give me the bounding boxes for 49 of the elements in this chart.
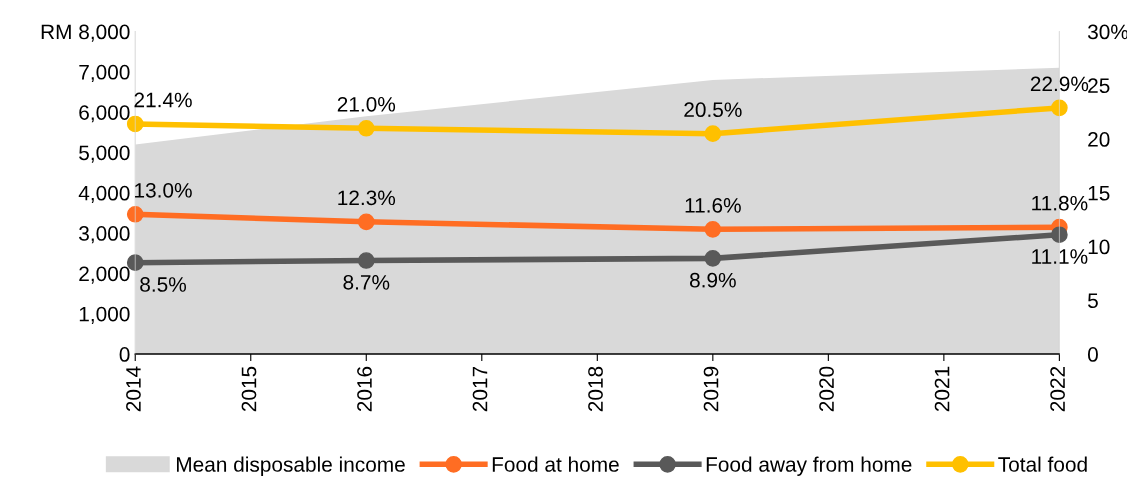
- data-label: 21.4%: [134, 92, 192, 108]
- y-tick-label: 3,000: [79, 226, 130, 244]
- point: [1051, 99, 1068, 117]
- x-tick-label: 2021: [934, 366, 950, 412]
- x-tick-label: 2022: [1050, 366, 1065, 412]
- point: [704, 250, 722, 267]
- y-tick-label: 0: [119, 347, 130, 362]
- y-tick-label: 2,000: [79, 266, 130, 284]
- data-label: 13.0%: [135, 182, 192, 198]
- point: [357, 213, 375, 231]
- y-tick-label: RM 8,000: [41, 24, 130, 42]
- y-tick-label: 5,000: [79, 145, 130, 163]
- data-label: 8.5%: [140, 277, 187, 292]
- y-tick-label: 7,000: [79, 64, 130, 83]
- x-tick-label: 2019: [703, 366, 719, 412]
- data-label: 21.0%: [337, 96, 396, 112]
- data-label: 20.5%: [684, 102, 742, 118]
- point: [704, 221, 722, 238]
- legend-label: Mean disposable income: [176, 456, 405, 476]
- legend-label: Total food: [998, 456, 1087, 472]
- data-label: 22.9%: [1030, 76, 1089, 92]
- x-tick-label: 2016: [357, 366, 372, 412]
- point: [126, 205, 144, 223]
- y-tick-label: 1,000: [79, 306, 130, 324]
- y-tick-label: 4,000: [78, 185, 130, 203]
- y2-tick-label: 10: [1088, 239, 1110, 255]
- data-label: 8.9%: [689, 272, 736, 288]
- data-label: 8.7%: [343, 274, 390, 290]
- y2-tick-label: 0: [1087, 347, 1098, 362]
- y2-tick-label: 5: [1087, 293, 1098, 309]
- x-tick-label: 2020: [819, 366, 834, 412]
- data-label: 11.1%: [1032, 249, 1088, 264]
- y-tick-label: 6,000: [79, 105, 130, 123]
- y2-tick-label: 25: [1088, 78, 1110, 94]
- x-tick-label: 2015: [241, 366, 257, 412]
- data-label: 12.3%: [338, 190, 396, 206]
- point: [357, 252, 375, 269]
- x-tick-label: 2014: [126, 366, 141, 412]
- legend-label: Food at home: [492, 456, 619, 472]
- legend-label: Food away from home: [706, 456, 912, 476]
- x-tick-label: 2017: [472, 366, 488, 412]
- point: [357, 119, 375, 137]
- point: [704, 125, 722, 142]
- data-label: 11.8%: [1032, 195, 1088, 211]
- y2-tick-label: 20: [1088, 132, 1110, 147]
- point: [1051, 226, 1068, 244]
- data-label: 11.6%: [685, 197, 741, 213]
- x-tick-label: 2018: [588, 366, 603, 412]
- y2-tick-label: 15: [1088, 186, 1110, 201]
